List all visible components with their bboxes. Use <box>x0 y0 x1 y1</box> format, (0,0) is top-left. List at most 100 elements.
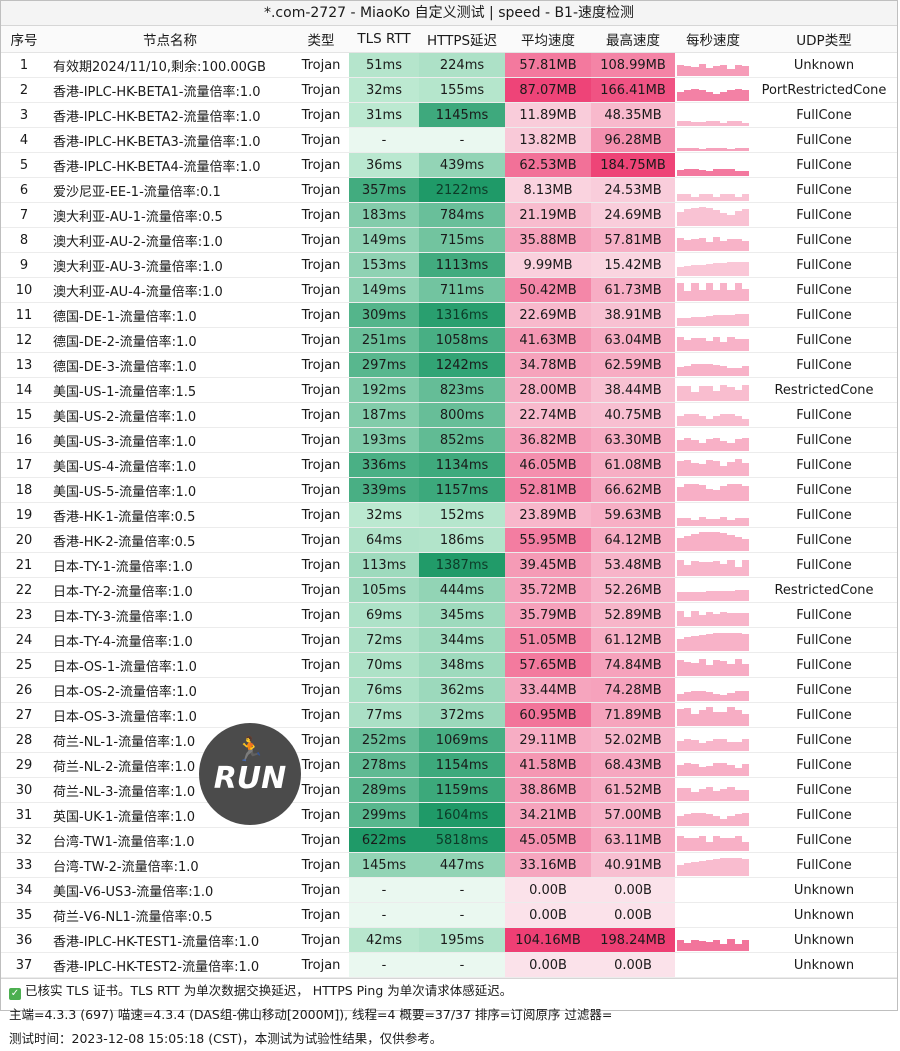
cell-max: 63.04MB <box>591 327 675 353</box>
cell-type: Trojan <box>293 352 349 378</box>
cell-https: 224ms <box>419 52 505 78</box>
cell-udp: FullCone <box>751 302 897 328</box>
cell-max: 15.42MB <box>591 252 675 278</box>
sparkline-bar <box>677 461 685 476</box>
table-row: 10 澳大利亚-AU-4-流量倍率:1.0 Trojan 149ms 711ms 50.4… <box>1 277 897 303</box>
table-row: 17 美国-US-4-流量倍率:1.0 Trojan 336ms 1134ms 46.05… <box>1 452 897 478</box>
sparkline-bar <box>720 564 728 576</box>
cell-max: 71.89MB <box>591 702 675 728</box>
cell-avg: 0.00B <box>505 952 591 978</box>
cell-speed-sparkline <box>675 52 751 78</box>
sparkline-bar <box>741 366 749 376</box>
cell-https: 1159ms <box>419 777 505 803</box>
sparkline-bar <box>713 660 721 676</box>
cell-name: 澳大利亚-AU-1-流量倍率:0.5 <box>47 202 293 228</box>
sparkline-bar <box>691 197 699 201</box>
sparkline-bar <box>734 659 742 676</box>
sparkline-bar <box>705 460 714 476</box>
sparkline-bar <box>684 414 692 426</box>
cell-index: 26 <box>1 677 47 703</box>
cell-index: 29 <box>1 752 47 778</box>
col-header-type: 类型 <box>293 26 349 53</box>
cell-max: 64.12MB <box>591 527 675 553</box>
sparkline-bar <box>691 714 699 726</box>
sparkline-bar <box>684 121 692 126</box>
table-row: 4 香港-IPLC-HK-BETA3-流量倍率:1.0 Trojan - -13.82M… <box>1 127 897 153</box>
sparkline-bar <box>720 194 728 201</box>
cell-name: 香港-IPLC-HK-BETA3-流量倍率:1.0 <box>47 127 293 153</box>
sparkline-bar <box>741 262 749 276</box>
sparkline-bar <box>684 66 692 76</box>
cell-udp: FullCone <box>751 802 897 828</box>
table-row: 28 荷兰-NL-1-流量倍率:1.0 Trojan 252ms 1069ms 29.11… <box>1 727 897 753</box>
sparkline-bar <box>684 194 692 201</box>
sparkline-bar <box>684 90 692 101</box>
run-logo: 🏃 RUN <box>199 723 301 825</box>
sparkline-bar <box>720 241 728 251</box>
cell-name: 美国-US-2-流量倍率:1.0 <box>47 402 293 428</box>
cell-tls: - <box>349 127 419 153</box>
sparkline-bar <box>698 743 706 751</box>
sparkline-bar <box>713 391 721 401</box>
table-row: 24 日本-TY-4-流量倍率:1.0 Trojan 72ms 344ms 51.05MB… <box>1 627 897 653</box>
cell-tls: 339ms <box>349 477 419 503</box>
cell-udp: FullCone <box>751 102 897 128</box>
sparkline-bar <box>691 534 699 551</box>
cell-https: 823ms <box>419 377 505 403</box>
col-header-tls: TLS RTT <box>349 26 419 53</box>
sparkline-bar <box>741 518 749 526</box>
sparkline-bar <box>727 194 735 201</box>
cell-udp: FullCone <box>751 827 897 853</box>
cell-tls: 32ms <box>349 77 419 103</box>
cell-type: Trojan <box>293 852 349 878</box>
cell-udp: RestrictedCone <box>751 577 897 603</box>
cell-index: 8 <box>1 227 47 253</box>
cell-avg: 57.81MB <box>505 52 591 78</box>
sparkline-bar <box>698 90 706 101</box>
cell-avg: 57.65MB <box>505 652 591 678</box>
cell-https: 447ms <box>419 852 505 878</box>
cell-tls: 69ms <box>349 602 419 628</box>
cell-avg: 13.82MB <box>505 127 591 153</box>
sparkline-bar <box>691 940 699 951</box>
window-title: *.com-2727 - MiaoKo 自定义测试 | speed - B1-速… <box>1 1 897 26</box>
cell-tls: - <box>349 902 419 928</box>
cell-speed-sparkline <box>675 202 751 228</box>
cell-https: 1387ms <box>419 552 505 578</box>
sparkline-bar <box>691 364 699 376</box>
sparkline-bar <box>698 386 706 401</box>
sparkline-bar <box>698 443 706 451</box>
sparkline-bar <box>691 862 699 876</box>
cell-name: 日本-TY-4-流量倍率:1.0 <box>47 627 293 653</box>
cell-https: 715ms <box>419 227 505 253</box>
cell-avg: 11.89MB <box>505 102 591 128</box>
cell-max: 52.26MB <box>591 577 675 603</box>
sparkline-bar <box>727 149 735 151</box>
cell-tls: 31ms <box>349 102 419 128</box>
sparkline-bar <box>698 238 706 251</box>
sparkline-bar <box>698 691 706 701</box>
sparkline-bar <box>705 419 714 426</box>
table-row: 25 日本-OS-1-流量倍率:1.0 Trojan 70ms 348ms 57.65MB… <box>1 652 897 678</box>
table-row: 5 香港-IPLC-HK-BETA4-流量倍率:1.0 Trojan 36ms 439m… <box>1 152 897 178</box>
cell-speed-sparkline <box>675 527 751 553</box>
sparkline-bar <box>684 838 692 851</box>
table-row: 37 香港-IPLC-HK-TEST2-流量倍率:1.0 Trojan - -0.00B… <box>1 952 897 978</box>
cell-https: 152ms <box>419 502 505 528</box>
sparkline-bar <box>691 636 699 651</box>
sparkline-bar <box>727 414 735 426</box>
cell-index: 10 <box>1 277 47 303</box>
sparkline-bar <box>705 194 714 201</box>
cell-max: 38.91MB <box>591 302 675 328</box>
sparkline-bar <box>684 438 692 451</box>
sparkline-bar <box>677 560 685 576</box>
cell-type: Trojan <box>293 752 349 778</box>
sparkline-bar <box>684 460 692 476</box>
sparkline-bar <box>727 633 735 651</box>
sparkline-bar <box>691 663 699 676</box>
sparkline-bar <box>713 561 721 576</box>
cell-type: Trojan <box>293 602 349 628</box>
sparkline-bar <box>720 65 728 76</box>
cell-index: 25 <box>1 652 47 678</box>
sparkline-bar <box>698 485 706 501</box>
